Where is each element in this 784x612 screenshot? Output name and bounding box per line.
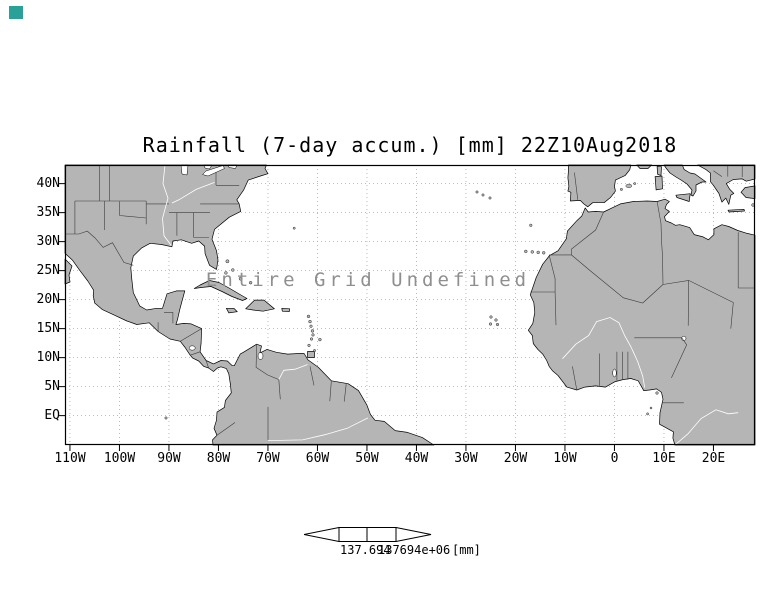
y-tick-label: 15N <box>36 321 60 336</box>
map-canvas <box>59 164 756 451</box>
y-tick-label: 40N <box>36 176 60 191</box>
island-dot <box>224 271 228 275</box>
x-tick-label: 0 <box>610 451 619 466</box>
island-dot <box>313 349 316 353</box>
x-tick-label: 80W <box>206 451 231 466</box>
island-dot <box>489 315 493 319</box>
island-dot <box>529 223 533 227</box>
x-tick-label: 70W <box>256 451 280 466</box>
island-dot <box>231 268 235 272</box>
island-dot <box>496 322 500 326</box>
y-tick-label: 35N <box>36 205 60 220</box>
x-tick-label: 20E <box>701 451 726 466</box>
lake-michigan <box>180 164 189 176</box>
land-sicily <box>675 193 691 202</box>
colorbar-tick-label: 137.694 <box>340 543 391 557</box>
island-dot <box>633 182 637 185</box>
land-italy <box>663 164 707 197</box>
island-dot <box>307 343 311 347</box>
island-dot <box>625 183 632 188</box>
window-decoration-square <box>9 6 23 19</box>
land-jamaica <box>226 307 238 314</box>
status-message: Entire Grid Undefined <box>205 269 531 291</box>
island-dot <box>655 391 659 395</box>
island-dot <box>225 259 230 264</box>
plot-title: Rainfall (7-day accum.) [mm] 22Z10Aug201… <box>142 133 678 157</box>
y-tick-label: EQ <box>44 408 60 423</box>
island-dot <box>249 281 253 285</box>
island-dot <box>318 338 322 342</box>
colorbar-left-arrow <box>304 527 340 542</box>
island-dot <box>530 250 534 254</box>
x-tick-label: 110W <box>54 451 86 466</box>
x-tick-label: 60W <box>305 451 330 466</box>
island-dot <box>649 406 653 410</box>
x-tick-label: 10E <box>652 451 676 466</box>
island-dot <box>646 412 649 416</box>
lake-volta <box>612 368 617 378</box>
colorbar-segment <box>366 527 397 542</box>
colorbar-tick-label: 137694e+06 <box>378 543 451 557</box>
island-dot <box>310 329 315 333</box>
x-tick-label: 10W <box>553 451 577 466</box>
plot-frame <box>64 164 756 446</box>
land-trinidad <box>307 351 315 358</box>
island-dot <box>292 226 296 230</box>
land-hispaniola <box>245 299 275 312</box>
map-plot-area: Entire Grid Undefined <box>59 164 756 451</box>
island-dot <box>494 318 498 322</box>
x-tick-label: 50W <box>355 451 379 466</box>
island-dot <box>489 322 493 326</box>
island-dot <box>308 320 312 324</box>
island-dot <box>164 416 168 420</box>
land-sardinia <box>654 175 663 191</box>
island-dot <box>311 333 315 337</box>
y-tick-label: 25N <box>36 263 60 278</box>
lake-maracaibo <box>257 352 264 360</box>
x-tick-label: 100W <box>103 451 136 466</box>
land-iberia <box>567 164 632 208</box>
land-crete <box>727 208 745 213</box>
landmasses <box>64 164 756 446</box>
land-cuba <box>193 280 248 301</box>
colorbar-segment <box>338 527 368 542</box>
island-dot <box>536 250 540 254</box>
island-dot <box>488 196 492 200</box>
y-tick-label: 20N <box>36 292 60 307</box>
y-tick-label: 5N <box>44 379 60 394</box>
x-tick-label: 40W <box>404 451 429 466</box>
colorbar-units-label: [mm] <box>452 543 481 557</box>
political-borders <box>65 165 755 440</box>
land-balkans <box>697 164 756 205</box>
rivers <box>162 164 739 445</box>
island-dot <box>309 324 313 328</box>
island-dot <box>309 337 313 341</box>
axis-ticks <box>59 183 714 451</box>
colorbar <box>304 527 432 542</box>
island-dot <box>542 251 546 255</box>
land-corsica <box>656 165 662 176</box>
colorbar-shape <box>304 527 432 542</box>
x-tick-label: 30W <box>454 451 478 466</box>
lake-erie <box>202 165 225 177</box>
island-dot <box>475 190 479 194</box>
land-americas <box>64 164 435 446</box>
island-dot <box>238 276 243 281</box>
island-dot <box>524 249 528 253</box>
small-islands <box>164 182 755 420</box>
x-tick-label: 20W <box>503 451 528 466</box>
x-tick-label: 90W <box>157 451 181 466</box>
island-dot <box>306 314 311 318</box>
island-dot <box>620 187 623 191</box>
lake-nicaragua <box>188 345 196 351</box>
colorbar-right-arrow <box>395 527 432 542</box>
land-puerto-rico <box>281 307 291 313</box>
land-anatolia <box>740 185 756 199</box>
land-africa <box>527 198 756 446</box>
y-tick-label: 30N <box>36 234 60 249</box>
y-tick-label: 10N <box>36 350 60 365</box>
island-dot <box>481 193 485 197</box>
